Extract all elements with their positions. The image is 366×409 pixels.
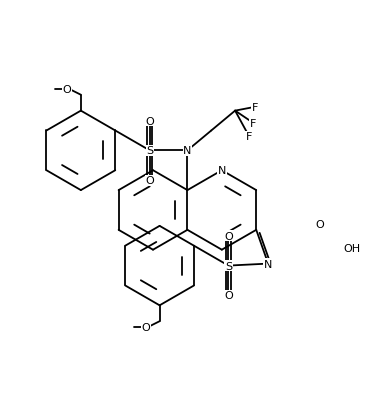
- Text: N: N: [183, 146, 192, 156]
- Text: O: O: [315, 219, 324, 229]
- Text: S: S: [225, 261, 232, 271]
- Text: O: O: [224, 291, 233, 301]
- Text: O: O: [145, 176, 154, 186]
- Text: O: O: [63, 85, 71, 94]
- Text: F: F: [246, 132, 252, 142]
- Text: N: N: [218, 166, 226, 176]
- Text: F: F: [252, 102, 258, 112]
- Text: O: O: [224, 231, 233, 241]
- Text: OH: OH: [344, 243, 361, 253]
- Text: O: O: [145, 116, 154, 126]
- Text: O: O: [141, 322, 150, 333]
- Text: S: S: [146, 146, 153, 156]
- Text: N: N: [264, 259, 272, 269]
- Text: F: F: [250, 118, 256, 128]
